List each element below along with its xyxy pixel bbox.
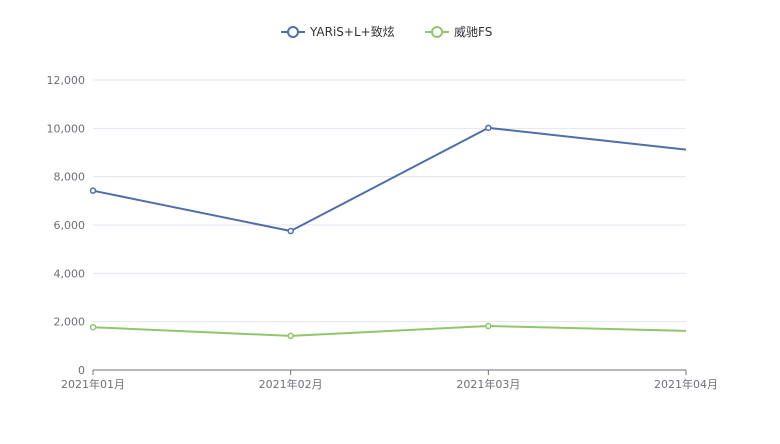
data-point[interactable] [485, 124, 492, 132]
series-1 [89, 124, 687, 235]
y-tick-label: 4,000 [54, 267, 86, 280]
x-tick-label: 2021年03月 [456, 377, 520, 391]
x-tick-label: 2021年02月 [259, 377, 323, 391]
series-line [92, 126, 687, 233]
y-tick-label: 10,000 [47, 122, 86, 135]
y-tick-label: 0 [78, 364, 85, 377]
series-line [92, 325, 687, 337]
data-point[interactable] [287, 332, 294, 340]
y-tick-label: 12,000 [47, 74, 86, 87]
legend-item[interactable]: YARiS+L+致炫 [281, 24, 395, 39]
x-axis: 2021年01月 2021年02月 2021年03月 2021年04月 [61, 369, 718, 391]
data-point[interactable] [89, 187, 97, 194]
legend-marker-icon [431, 26, 443, 38]
legend-item[interactable]: 威驰FS [425, 25, 492, 39]
y-axis: 0 2,000 4,000 6,000 8,000 10,000 12,000 [47, 74, 86, 377]
y-tick-label: 8,000 [54, 171, 86, 184]
grid-lines [93, 79, 686, 323]
y-tick-label: 2,000 [54, 316, 86, 329]
series-layer [89, 124, 687, 340]
data-point[interactable] [89, 323, 97, 331]
series-2 [89, 322, 687, 340]
y-tick-label: 6,000 [54, 219, 86, 232]
legend[interactable]: YARiS+L+致炫 威驰FS [281, 24, 492, 39]
data-point[interactable] [287, 227, 294, 235]
legend-marker-icon [287, 26, 299, 38]
x-tick-label: 2021年01月 [61, 377, 125, 391]
x-tick-label: 2021年04月 [654, 377, 718, 391]
legend-label: YARiS+L+致炫 [309, 24, 395, 39]
legend-label: 威驰FS [454, 25, 492, 39]
data-point[interactable] [485, 322, 492, 330]
